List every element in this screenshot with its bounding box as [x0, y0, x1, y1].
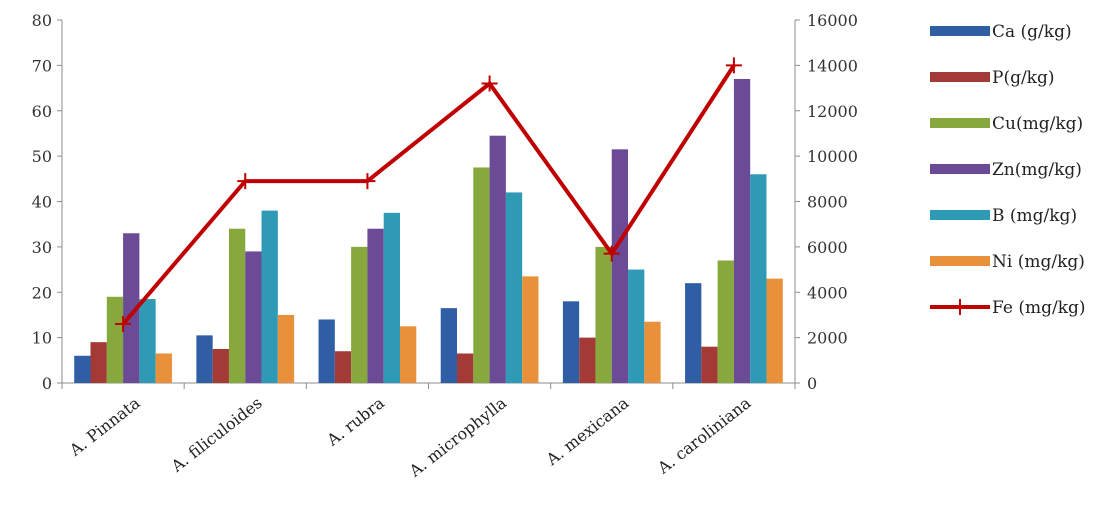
category-label: A. Pinnata — [65, 393, 144, 460]
category-label: A. mexicana — [542, 393, 633, 470]
fe-point-marker — [481, 75, 498, 92]
legend-item: Ni (mg/kg) — [930, 252, 1085, 272]
legend-label: Zn(mg/kg) — [992, 160, 1082, 180]
bar-1-4 — [440, 308, 458, 383]
bar-4-1 — [123, 233, 140, 383]
fe-point-marker — [359, 173, 376, 190]
right-tick-label: 14000 — [807, 56, 858, 75]
right-tick-label: 2000 — [807, 329, 848, 348]
bar-2-3 — [334, 351, 352, 383]
bar-2-2 — [212, 348, 229, 383]
right-tick-label: 10000 — [807, 147, 858, 166]
fe-point-marker — [237, 173, 254, 190]
bar-3-6 — [717, 260, 734, 383]
left-tick-label: 0 — [42, 374, 52, 393]
legend-item: Zn(mg/kg) — [930, 160, 1082, 180]
legend: Ca (g/kg) P(g/kg) Cu(mg/kg) Zn(mg/kg) B (mg/… — [930, 22, 1086, 318]
bar-4-6 — [733, 78, 751, 384]
right-tick-label: 4000 — [807, 283, 848, 302]
bar-3-1 — [106, 296, 124, 383]
bar-2-6 — [701, 346, 718, 383]
bar-1-3 — [318, 319, 335, 383]
category-label: A. filiculoides — [167, 393, 266, 476]
bar-3-2 — [228, 228, 246, 383]
bar-3-4 — [473, 167, 490, 383]
bar-2-4 — [457, 353, 474, 383]
bar-4-3 — [367, 228, 384, 383]
legend-item: Ca (g/kg) — [930, 22, 1072, 42]
legend-swatch — [930, 164, 990, 174]
legend-item: P(g/kg) — [930, 68, 1055, 88]
bar-3-3 — [351, 246, 368, 383]
bar-3-5 — [595, 246, 612, 383]
legend-label: Fe (mg/kg) — [992, 298, 1086, 318]
bar-5-2 — [261, 210, 278, 383]
legend-label: P(g/kg) — [992, 68, 1055, 88]
right-tick-label: 16000 — [807, 11, 858, 30]
fe-line-series — [115, 57, 742, 333]
legend-item: Fe (mg/kg) — [930, 298, 1086, 318]
plot-area: 0 10 20 30 40 50 60 70 80 0 2000 4000 6000 8000 10000… — [32, 11, 858, 481]
fe-point-marker — [725, 57, 742, 74]
bar-2-1 — [90, 342, 107, 383]
left-tick-label: 60 — [32, 102, 52, 121]
bar-4-4 — [489, 135, 506, 383]
fe-point-marker — [603, 245, 620, 262]
bar-1-1 — [74, 355, 91, 383]
right-tick-label: 0 — [807, 374, 817, 393]
legend-marker — [952, 299, 968, 315]
bar-6-3 — [399, 326, 417, 383]
right-tick-label: 6000 — [807, 238, 848, 257]
bar-5-5 — [628, 269, 645, 383]
bars — [74, 78, 783, 384]
bar-5-3 — [383, 212, 400, 383]
bar-5-1 — [139, 299, 156, 383]
left-y-axis-ticks: 0 10 20 30 40 50 60 70 80 — [32, 11, 62, 393]
left-tick-label: 80 — [32, 11, 52, 30]
fe-line — [121, 64, 736, 326]
bar-2-5 — [579, 337, 596, 383]
left-tick-label: 50 — [32, 147, 52, 166]
category-labels: A. Pinnata A. filiculoides A. rubra A. micr… — [65, 393, 755, 481]
legend-label: Ca (g/kg) — [992, 22, 1072, 42]
bar-5-4 — [505, 192, 523, 383]
legend-label: Cu(mg/kg) — [992, 114, 1083, 134]
category-label: A. microphylla — [405, 393, 511, 481]
bar-1-2 — [196, 335, 213, 383]
left-tick-label: 20 — [32, 283, 52, 302]
legend-item: Cu(mg/kg) — [930, 114, 1083, 134]
bar-6-5 — [644, 321, 661, 383]
right-tick-label: 12000 — [807, 102, 858, 121]
bar-6-4 — [522, 276, 539, 383]
bar-6-1 — [155, 353, 172, 383]
category-label: A. rubra — [323, 393, 389, 450]
legend-label: Ni (mg/kg) — [992, 252, 1085, 272]
right-tick-label: 8000 — [807, 193, 848, 212]
legend-swatch — [930, 72, 990, 82]
category-label: A. caroliniana — [653, 393, 755, 478]
left-tick-label: 10 — [32, 329, 52, 348]
right-y-axis-ticks: 0 2000 4000 6000 8000 10000 12000 14000 16000 — [795, 11, 858, 393]
legend-swatch — [930, 256, 990, 266]
left-tick-label: 30 — [32, 238, 52, 257]
legend-label: B (mg/kg) — [992, 206, 1077, 226]
bar-4-5 — [611, 149, 629, 383]
bar-1-5 — [562, 301, 580, 383]
bar-5-6 — [750, 174, 767, 383]
x-axis-ticks — [61, 383, 796, 389]
legend-swatch — [930, 118, 990, 128]
bar-1-6 — [685, 283, 702, 383]
legend-swatch — [930, 26, 990, 36]
bar-4-2 — [245, 251, 262, 383]
left-tick-label: 70 — [32, 56, 52, 75]
legend-swatch — [930, 210, 990, 220]
bar-6-2 — [277, 314, 295, 383]
fe-point-marker — [115, 316, 132, 333]
bar-6-6 — [766, 278, 783, 383]
left-tick-label: 40 — [32, 193, 52, 212]
legend-item: B (mg/kg) — [930, 206, 1077, 226]
